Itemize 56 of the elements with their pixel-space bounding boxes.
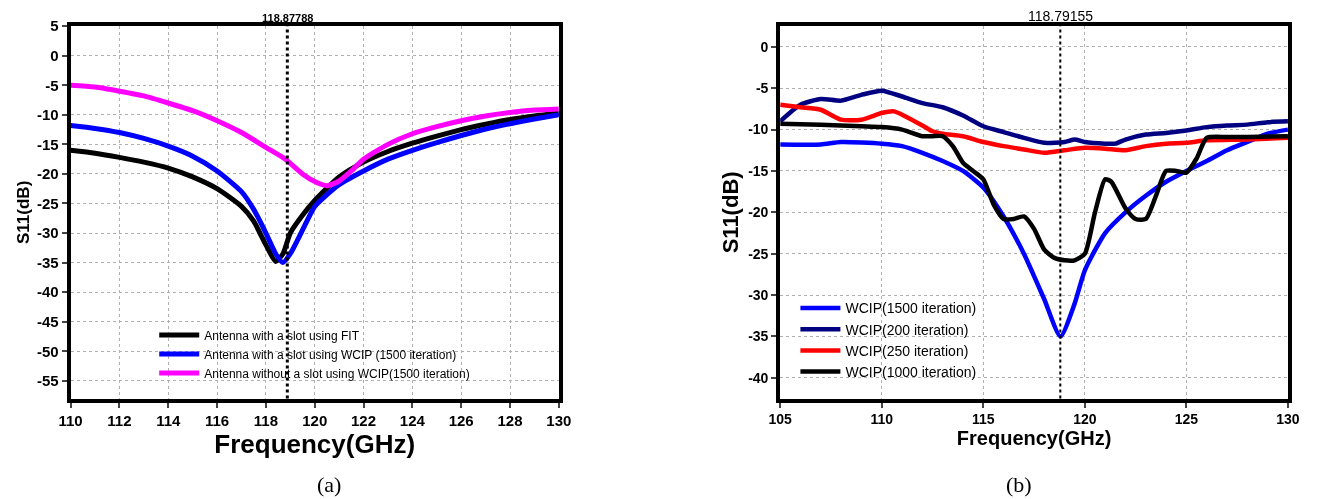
y-tick-label: -5 — [755, 80, 769, 97]
y-axis-title: S11(dB) — [718, 171, 744, 254]
x-axis-title: Frequency(GHz) — [956, 427, 1112, 450]
y-tick-label: -20 — [36, 165, 59, 183]
line-series — [780, 102, 1288, 156]
ref-line-label: 118.79155 — [1028, 8, 1094, 24]
y-axis-title: S11(dB) — [13, 180, 33, 244]
x-tick-label: 126 — [448, 411, 474, 429]
y-tick-label: -15 — [36, 135, 59, 153]
y-tick-label: -30 — [748, 287, 769, 304]
y-tick-label: -10 — [748, 121, 769, 138]
y-tick-label: -55 — [36, 372, 59, 390]
x-axis-title: Frequency(GHz) — [214, 428, 416, 459]
y-tick-label: -25 — [36, 194, 59, 212]
legend-label: WCIP(250 iteration) — [845, 342, 969, 359]
legend-label: Antenna with a slot using WCIP (1500 iteration) — [204, 347, 457, 362]
y-tick-label: -35 — [748, 328, 769, 345]
x-tick-label: 112 — [107, 411, 132, 429]
y-tick-label: -50 — [36, 342, 59, 360]
y-tick-label: -10 — [36, 106, 59, 124]
legend-label: WCIP(1500 iteration) — [845, 300, 977, 317]
text: (b) — [1006, 472, 1032, 497]
x-tick-label: 114 — [156, 411, 181, 429]
legend-label: Antenna with a slot using FIT — [204, 328, 360, 343]
x-tick-label: 130 — [546, 411, 572, 429]
y-tick-label: -15 — [748, 162, 769, 179]
x-tick-label: 110 — [870, 411, 894, 428]
y-tick-label: 0 — [50, 46, 59, 64]
y-tick-label: -20 — [748, 204, 769, 221]
y-tick-label: -25 — [748, 245, 769, 262]
x-tick-label: 120 — [1073, 411, 1097, 428]
x-tick-label: 116 — [204, 411, 230, 429]
y-tick-label: -45 — [36, 312, 59, 330]
x-tick-label: 124 — [399, 411, 426, 429]
x-tick-label: 118 — [253, 411, 278, 429]
legend-label: Antenna without a slot using WCIP(1500 iteration) — [204, 366, 470, 381]
y-tick-label: -40 — [36, 283, 59, 301]
legend-label: WCIP(1000 iteration) — [845, 364, 977, 381]
line-series — [780, 88, 1288, 147]
y-tick-label: -40 — [748, 369, 769, 386]
x-tick-label: 128 — [497, 411, 523, 429]
x-tick-label: 122 — [351, 411, 377, 429]
y-tick-label: -30 — [36, 224, 59, 242]
y-tick-label: 0 — [760, 38, 769, 55]
legend-label: WCIP(200 iteration) — [845, 321, 969, 338]
ref-line-label: 118,87788 — [262, 12, 314, 24]
x-tick-label: 120 — [302, 411, 328, 429]
x-tick-label: 130 — [1276, 411, 1300, 428]
text: (a) — [317, 472, 342, 497]
x-tick-label: 105 — [768, 411, 793, 428]
x-tick-label: 125 — [1174, 411, 1199, 428]
y-tick-label: -5 — [45, 76, 59, 94]
y-tick-label: 5 — [50, 17, 59, 35]
x-tick-label: 115 — [971, 411, 995, 428]
x-tick-label: 110 — [58, 411, 83, 429]
y-tick-label: -35 — [36, 253, 59, 271]
